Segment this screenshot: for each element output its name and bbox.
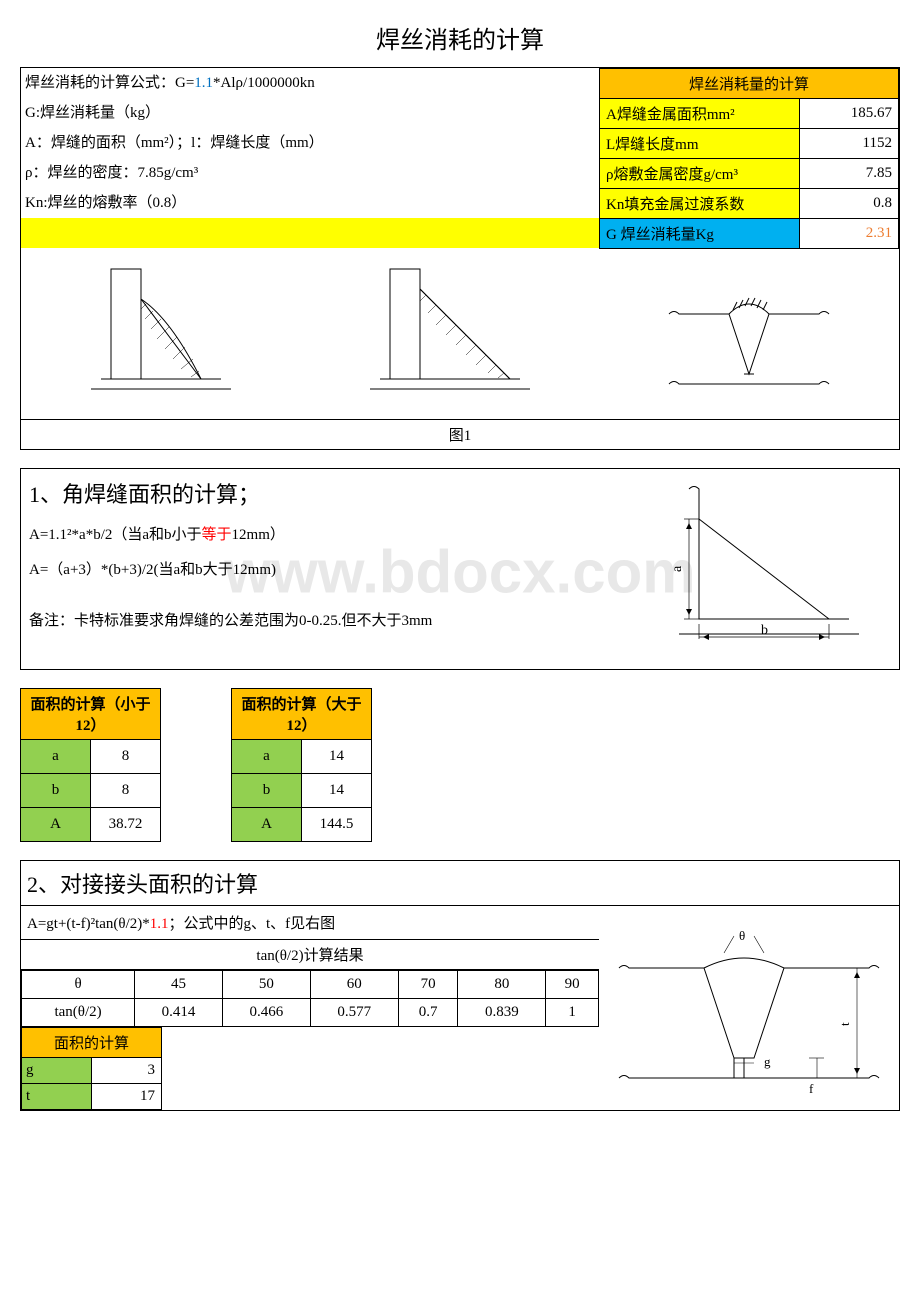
figure-caption: 图1 <box>21 419 899 449</box>
weld-diagram-2 <box>360 259 540 409</box>
row-a-value: 185.67 <box>800 99 899 129</box>
large-A-v: 144.5 <box>302 808 372 842</box>
area-table-small: 面积的计算（小于12） a8 b8 A38.72 <box>20 688 161 842</box>
svg-text:t: t <box>837 1022 852 1026</box>
large-header: 面积的计算（大于12） <box>232 689 372 740</box>
area-calc-table: 面积的计算 g3 t17 <box>21 1027 162 1110</box>
row-g-label: G 焊丝消耗量Kg <box>600 219 800 249</box>
large-a-v: 14 <box>302 740 372 774</box>
calc-header: 焊丝消耗量的计算 <box>600 69 899 99</box>
tan-v4: 0.7 <box>398 999 458 1027</box>
svg-text:θ: θ <box>739 928 745 943</box>
tan-v1: 0.414 <box>135 999 223 1027</box>
butt-joint-diagram: θ t g f <box>609 918 889 1098</box>
area-g-k: g <box>22 1058 92 1084</box>
figure-row <box>21 249 899 419</box>
desc-line-g: G:焊丝消耗量（kg） <box>21 98 599 128</box>
small-header: 面积的计算（小于12） <box>21 689 161 740</box>
tan-v6: 1 <box>546 999 599 1027</box>
tan-h0: θ <box>22 971 135 999</box>
weld-diagram-3 <box>659 274 839 394</box>
tan-h2: 50 <box>222 971 310 999</box>
tan-h1: 45 <box>135 971 223 999</box>
area-t-v: 17 <box>92 1084 162 1110</box>
desc-line-a: A：焊缝的面积（mm²）；l：焊缝长度（mm） <box>21 128 599 158</box>
tan-v5: 0.839 <box>458 999 546 1027</box>
tan-h4: 70 <box>398 971 458 999</box>
formula-coef: 1.1 <box>194 75 213 91</box>
formula-prefix: 焊丝消耗的计算公式：G= <box>25 75 194 91</box>
small-a-k: a <box>21 740 91 774</box>
formula-description: 焊丝消耗的计算公式：G=1.1*Alρ/1000000kn G:焊丝消耗量（kg… <box>21 68 599 249</box>
section-fillet-weld: 1、角焊缝面积的计算； A=1.1²*a*b/2（当a和b小于等于12mm） A… <box>20 468 900 670</box>
row-a-label: A焊缝金属面积mm² <box>600 99 800 129</box>
large-b-k: b <box>232 774 302 808</box>
tan-v3: 0.577 <box>310 999 398 1027</box>
row-kn-label: Kn填充金属过渡系数 <box>600 189 800 219</box>
formula1-b: 12mm） <box>232 527 285 543</box>
section-butt-joint: 2、对接接头面积的计算 A=gt+(t-f)²tan(θ/2)*1.1；公式中的… <box>20 860 900 1111</box>
area-t-k: t <box>22 1084 92 1110</box>
tan-table: θ 45 50 60 70 80 90 tan(θ/2) 0.414 0.466… <box>21 970 599 1027</box>
section2-note: 备注：卡特标准要求角焊缝的公差范围为0-0.25.但不大于3mm <box>29 609 611 630</box>
sec3-formula-a: A=gt+(t-f)²tan(θ/2)* <box>27 916 150 932</box>
area-calc-header: 面积的计算 <box>22 1028 162 1058</box>
sec3-formula-b: ；公式中的g、t、f见右图 <box>168 916 335 932</box>
tan-h5: 80 <box>458 971 546 999</box>
section-consumption: 焊丝消耗的计算公式：G=1.1*Alρ/1000000kn G:焊丝消耗量（kg… <box>20 67 900 450</box>
page-title: 焊丝消耗的计算 <box>20 20 900 55</box>
small-b-k: b <box>21 774 91 808</box>
small-a-v: 8 <box>91 740 161 774</box>
tan-v2: 0.466 <box>222 999 310 1027</box>
row-rho-value: 7.85 <box>800 159 899 189</box>
large-a-k: a <box>232 740 302 774</box>
consumption-calc-table: 焊丝消耗量的计算 A焊缝金属面积mm²185.67 L焊缝长度mm1152 ρ熔… <box>599 68 899 249</box>
tan-h3: 60 <box>310 971 398 999</box>
row-l-label: L焊缝长度mm <box>600 129 800 159</box>
small-A-v: 38.72 <box>91 808 161 842</box>
row-rho-label: ρ熔敷金属密度g/cm³ <box>600 159 800 189</box>
desc-line-kn: Kn:焊丝的熔敷率（0.8） <box>21 188 599 218</box>
small-A-k: A <box>21 808 91 842</box>
weld-diagram-1 <box>81 259 241 409</box>
large-b-v: 14 <box>302 774 372 808</box>
large-A-k: A <box>232 808 302 842</box>
row-g-value: 2.31 <box>800 219 899 249</box>
section3-heading: 2、对接接头面积的计算 <box>21 861 899 906</box>
formula1-a: A=1.1²*a*b/2（当a和b小于 <box>29 527 202 543</box>
tan-subheader: tan(θ/2)计算结果 <box>21 940 599 970</box>
formula-suffix: *Alρ/1000000kn <box>213 75 315 91</box>
svg-text:g: g <box>764 1054 771 1069</box>
tan-v0: tan(θ/2) <box>22 999 135 1027</box>
formula2: A=（a+3）*(b+3)/2(当a和b大于12mm) <box>29 558 611 579</box>
svg-text:f: f <box>809 1081 814 1096</box>
formula1-red: 等于 <box>202 527 232 543</box>
desc-line-rho: ρ：焊丝的密度：7.85g/cm³ <box>21 158 599 188</box>
area-table-large: 面积的计算（大于12） a14 b14 A144.5 <box>231 688 372 842</box>
svg-text:a: a <box>670 565 685 572</box>
tan-h6: 90 <box>546 971 599 999</box>
section2-heading: 1、角焊缝面积的计算； <box>29 477 611 509</box>
row-l-value: 1152 <box>800 129 899 159</box>
sec3-formula-coef: 1.1 <box>150 916 169 932</box>
yellow-highlight-row <box>21 218 599 248</box>
small-b-v: 8 <box>91 774 161 808</box>
row-kn-value: 0.8 <box>800 189 899 219</box>
area-g-v: 3 <box>92 1058 162 1084</box>
fillet-diagram: a b <box>649 479 869 659</box>
mini-tables-row: 面积的计算（小于12） a8 b8 A38.72 面积的计算（大于12） a14… <box>20 688 900 842</box>
svg-text:b: b <box>761 623 768 638</box>
